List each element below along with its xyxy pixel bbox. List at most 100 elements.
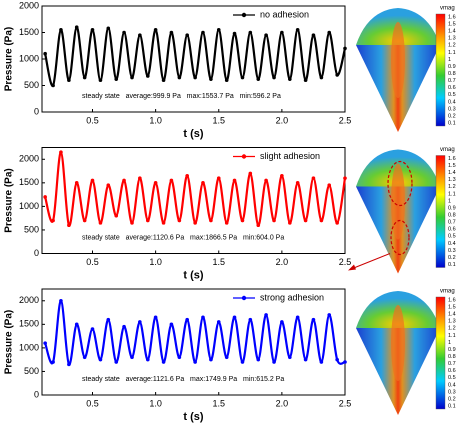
x-tick-label: 2.5 [339,257,352,267]
colorbar-label: 1.1 [448,50,456,56]
data-point [201,181,205,185]
data-point [272,75,276,80]
arrow [349,253,391,270]
colorbar-label: 0.3 [448,248,456,254]
data-point [280,173,284,178]
colorbar-label: 0.7 [448,220,456,226]
data-point [224,355,229,360]
y-tick-label: 1000 [19,201,39,211]
data-point [272,218,276,223]
data-point [280,320,284,324]
colorbar-label: 1.4 [448,29,456,35]
data-point [272,360,276,364]
data-point [98,357,103,362]
x-tick-label: 1.5 [212,398,225,408]
data-point [153,28,158,32]
data-point [343,176,347,180]
y-axis-label: Pressure (Pa) [4,310,15,374]
colorbar-label: 0.6 [448,227,456,233]
data-point [177,218,182,223]
data-point [240,218,245,223]
x-tick-label: 1.0 [149,115,162,125]
data-point [264,178,268,183]
data-point [43,195,47,199]
data-point [122,178,126,183]
data-point [248,30,253,35]
data-point [51,83,55,88]
colorbar-label: 1.5 [448,22,456,28]
data-point [209,77,213,81]
simulation-image: vmag1.61.51.41.31.21.110.90.80.70.60.50.… [356,289,456,415]
data-point [145,218,150,223]
colorbar-label: 1.4 [448,312,456,318]
data-point [264,313,268,317]
y-tick-label: 1000 [19,53,39,63]
y-tick-label: 2000 [19,0,39,10]
y-tick-label: 1000 [19,342,39,352]
colorbar-label: 1.6 [448,156,456,162]
legend-label: strong adhesion [260,292,324,302]
data-point [256,223,261,228]
colorbar-label: 0.4 [448,99,456,105]
data-point [248,171,253,176]
colorbar-label: 1 [448,198,451,204]
data-point [51,360,55,364]
colorbar-label: 1.1 [448,191,456,197]
colorbar-title: vmag [440,6,455,12]
legend-label: no adhesion [260,9,309,19]
data-point [161,78,166,82]
data-point [240,360,245,364]
x-tick-label: 2.5 [339,115,352,125]
data-point [106,26,111,31]
data-point [145,74,150,78]
data-point [74,181,79,185]
colorbar-label: 1.1 [448,333,456,339]
colorbar-label: 0.3 [448,106,456,112]
data-point [193,75,197,80]
colorbar-label: 0.9 [448,347,456,353]
x-tick-label: 2.0 [276,398,289,408]
y-tick-label: 2000 [19,154,39,164]
data-point [327,30,332,35]
data-point [51,218,55,223]
data-point [98,78,103,82]
data-point [185,317,189,322]
y-tick-label: 1500 [19,177,39,187]
x-tick-label: 2.0 [276,115,289,125]
data-point [169,178,174,183]
colorbar-label: 1 [448,57,451,63]
core-flow [391,305,405,381]
data-point [335,357,339,362]
data-point [209,218,213,223]
colorbar-label: 0.8 [448,212,456,218]
data-point [169,322,174,327]
data-point [67,223,71,228]
data-point [264,33,268,37]
data-point [114,360,119,364]
data-point [90,178,95,183]
x-axis-label: t (s) [183,128,204,140]
data-line [44,151,347,227]
data-point [224,78,229,82]
colorbar-label: 1.6 [448,14,456,20]
data-point [90,28,95,32]
data-point [59,150,63,155]
data-point [98,221,103,225]
data-point [177,355,182,360]
colorbar-label: 0.1 [448,403,456,409]
colorbar [435,296,446,410]
colorbar-label: 1.5 [448,305,456,311]
colorbar-label: 1.3 [448,319,456,325]
colorbar-title: vmag [440,147,455,153]
plot-frame [41,147,346,254]
data-line [44,299,346,366]
data-point [122,30,126,35]
annotation: steady state average:1121.6 Pa max:1749.… [82,376,284,383]
data-point [193,360,197,364]
data-point [106,183,111,187]
y-tick-label: 2000 [19,295,39,305]
colorbar-label: 0.5 [448,375,456,381]
data-point [114,214,119,218]
data-point [138,176,142,180]
